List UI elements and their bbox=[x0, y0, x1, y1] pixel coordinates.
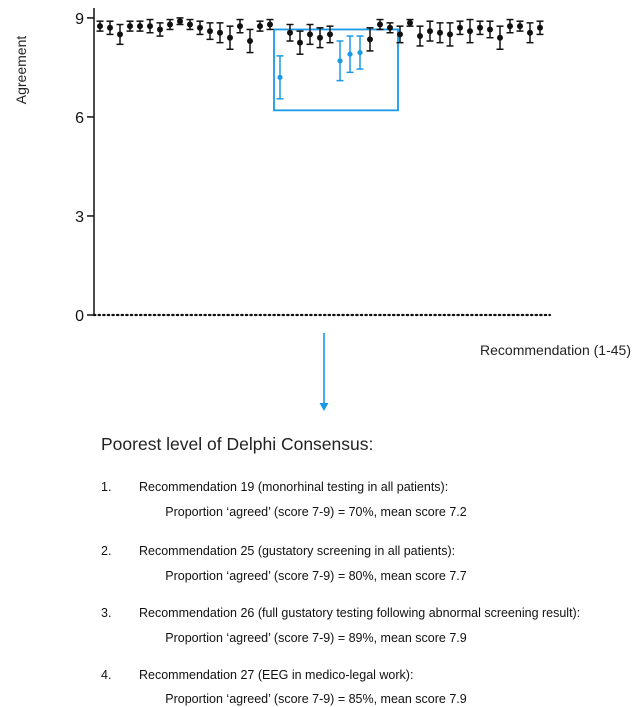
data-point bbox=[307, 31, 313, 38]
data-point bbox=[237, 23, 243, 30]
data-point bbox=[257, 23, 263, 30]
data-point bbox=[437, 29, 443, 36]
data-point bbox=[137, 23, 143, 30]
data-point bbox=[537, 24, 543, 31]
item-stat: Proportion ‘agreed’ (score 7-9) = 70%, m… bbox=[165, 505, 467, 519]
item-title: Recommendation 27 (EEG in medico-legal w… bbox=[139, 668, 414, 682]
y-tick-label: 6 bbox=[75, 110, 84, 127]
data-point bbox=[277, 74, 283, 80]
item-number: 4. bbox=[101, 668, 112, 682]
item-stat: Proportion ‘agreed’ (score 7-9) = 80%, m… bbox=[165, 569, 467, 583]
data-point bbox=[147, 23, 153, 30]
plot-area: 0 3 6 9 bbox=[75, 8, 552, 325]
data-point bbox=[447, 31, 453, 38]
data-point bbox=[507, 23, 513, 30]
data-point bbox=[127, 23, 133, 30]
data-point bbox=[207, 28, 213, 35]
highlight-box bbox=[273, 28, 399, 112]
item-number: 3. bbox=[101, 606, 112, 620]
data-point bbox=[107, 24, 113, 31]
data-point bbox=[417, 33, 423, 40]
data-point bbox=[177, 18, 183, 25]
data-point bbox=[267, 21, 273, 28]
y-tick-label: 3 bbox=[75, 209, 84, 226]
item-stat: Proportion ‘agreed’ (score 7-9) = 85%, m… bbox=[165, 692, 467, 706]
data-point bbox=[457, 24, 463, 31]
item-title: Recommendation 19 (monorhinal testing in… bbox=[139, 480, 449, 494]
y-tick-label: 9 bbox=[75, 11, 84, 28]
item-stat: Proportion ‘agreed’ (score 7-9) = 89%, m… bbox=[165, 631, 467, 645]
y-tick-label: 0 bbox=[75, 308, 84, 325]
x-axis-label: Recommendation (1-45) bbox=[480, 342, 631, 358]
data-point bbox=[167, 21, 173, 28]
y-axis-label: Agreement bbox=[13, 36, 29, 105]
data-point bbox=[497, 34, 503, 41]
data-point bbox=[357, 49, 363, 56]
data-point bbox=[217, 29, 223, 36]
data-point bbox=[157, 26, 163, 33]
data-point bbox=[347, 51, 353, 57]
summary-heading: Poorest level of Delphi Consensus: bbox=[101, 434, 374, 454]
data-point bbox=[397, 31, 403, 38]
data-point bbox=[477, 24, 483, 31]
data-point bbox=[317, 34, 323, 41]
data-point bbox=[407, 19, 413, 26]
data-point bbox=[197, 24, 203, 31]
item-number: 2. bbox=[101, 544, 112, 558]
data-point bbox=[377, 21, 383, 28]
data-point bbox=[117, 31, 123, 38]
data-point bbox=[467, 28, 473, 35]
data-point bbox=[297, 39, 303, 46]
chart: 0 3 6 9 Agreement Recommendation (1-45) bbox=[13, 8, 631, 411]
data-point bbox=[427, 28, 433, 35]
item-title: Recommendation 26 (full gustatory testin… bbox=[139, 606, 581, 620]
data-point bbox=[187, 21, 193, 28]
down-arrow bbox=[319, 333, 329, 411]
data-point bbox=[517, 23, 523, 30]
item-title: Recommendation 25 (gustatory screening i… bbox=[139, 544, 456, 558]
data-point bbox=[227, 34, 233, 41]
data-point bbox=[287, 29, 293, 36]
data-point bbox=[97, 23, 103, 30]
item-number: 1. bbox=[101, 480, 112, 494]
data-point bbox=[487, 26, 493, 33]
data-point bbox=[387, 24, 393, 31]
data-point bbox=[527, 29, 533, 36]
data-point bbox=[327, 31, 333, 38]
data-point bbox=[247, 38, 253, 45]
data-point bbox=[367, 36, 373, 43]
data-point bbox=[337, 58, 343, 64]
